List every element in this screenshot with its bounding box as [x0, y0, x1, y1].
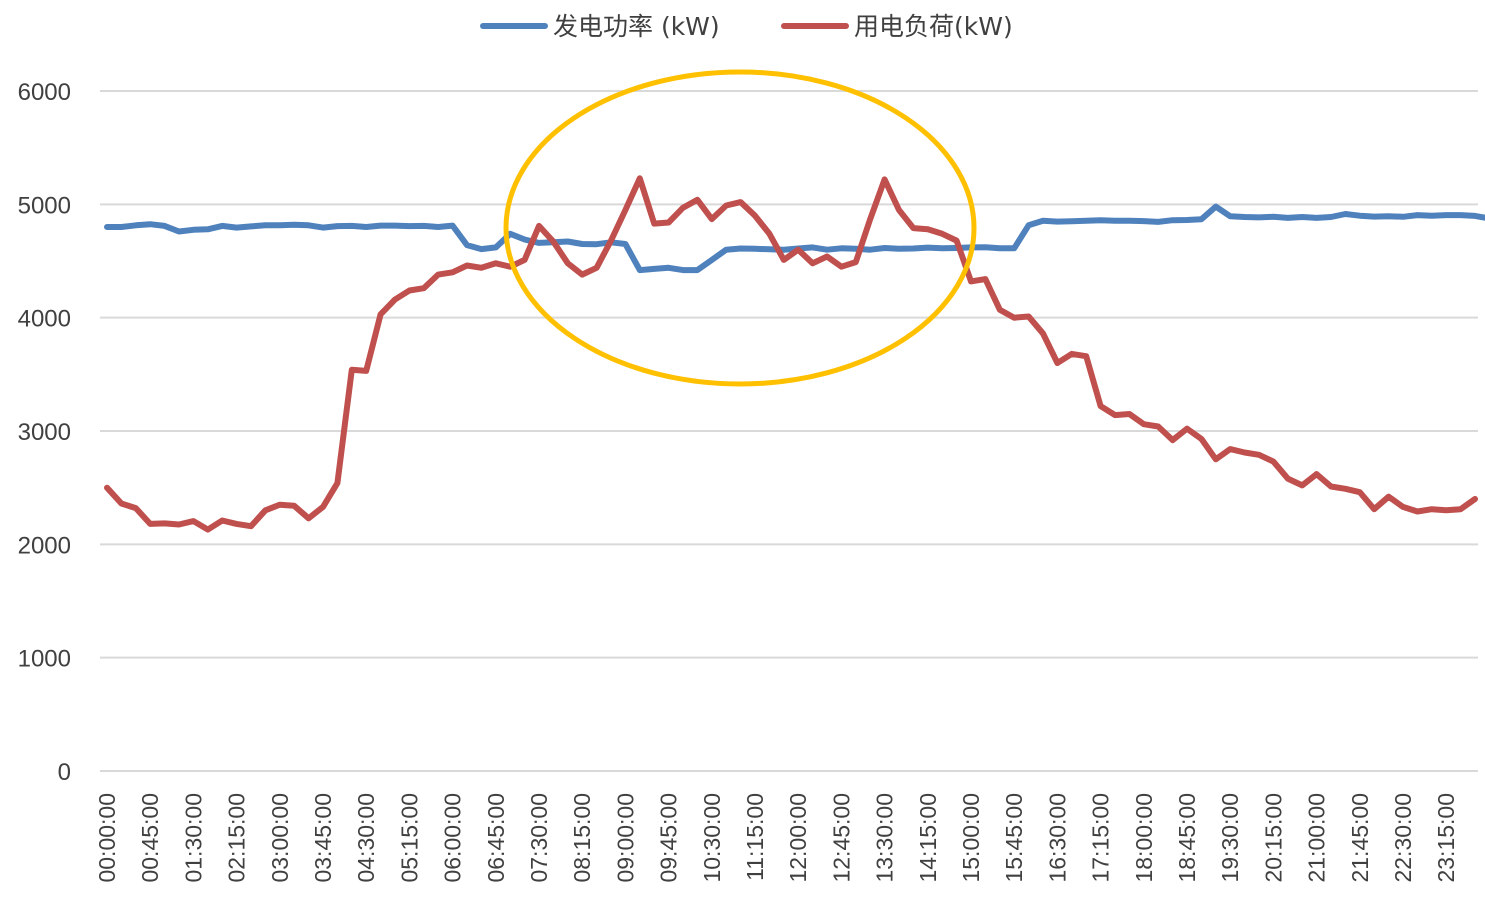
- x-tick-label: 09:45:00: [656, 793, 682, 883]
- gridlines: [100, 90, 1478, 659]
- x-axis-tick-labels: 00:00:00 00:45:00 01:30:00 02:15:00 03:00:00…: [94, 793, 1459, 883]
- y-tick-label-1000: 1000: [18, 646, 71, 673]
- y-tick-label-0: 0: [58, 759, 71, 786]
- legend-item-generation: 发电功率 (kW): [480, 12, 720, 41]
- y-tick-label-4000: 4000: [18, 306, 71, 333]
- x-tick-label: 09:00:00: [612, 793, 638, 883]
- x-tick-label: 18:00:00: [1131, 793, 1157, 883]
- x-tick-label: 00:00:00: [94, 793, 120, 883]
- x-tick-label: 21:45:00: [1347, 793, 1373, 883]
- x-tick-label: 21:00:00: [1304, 793, 1330, 883]
- x-tick-label: 02:15:00: [224, 793, 250, 883]
- series-line-load: [104, 175, 1478, 533]
- x-tick-label: 00:45:00: [137, 793, 163, 883]
- annotation-layer: [503, 69, 977, 387]
- x-tick-label: 18:45:00: [1174, 793, 1200, 883]
- highlight-ellipse: [503, 69, 977, 387]
- x-tick-label: 12:00:00: [785, 793, 811, 883]
- x-tick-label: 15:45:00: [1001, 793, 1027, 883]
- x-tick-label: 10:30:00: [699, 793, 725, 883]
- x-tick-label: 12:45:00: [828, 793, 854, 883]
- x-tick-label: 05:15:00: [396, 793, 422, 883]
- x-tick-label: 06:45:00: [483, 793, 509, 883]
- y-tick-label-2000: 2000: [18, 532, 71, 559]
- legend-label-load: 用电负荷(kW): [854, 12, 1013, 41]
- series-lines: [104, 175, 1485, 533]
- x-tick-label: 13:30:00: [872, 793, 898, 883]
- y-axis-tick-labels: 0 1000 2000 3000 4000 5000 6000: [18, 79, 71, 786]
- x-tick-label: 20:15:00: [1260, 793, 1286, 883]
- y-tick-label-6000: 6000: [18, 79, 71, 106]
- x-tick-label: 23:15:00: [1433, 793, 1459, 883]
- x-tick-label: 17:15:00: [1088, 793, 1114, 883]
- y-tick-label-3000: 3000: [18, 419, 71, 446]
- legend: 发电功率 (kW) 用电负荷(kW): [480, 12, 1013, 41]
- x-tick-label: 15:00:00: [958, 793, 984, 883]
- x-tick-label: 14:15:00: [915, 793, 941, 883]
- x-tick-label: 04:30:00: [353, 793, 379, 883]
- y-tick-label-5000: 5000: [18, 192, 71, 219]
- x-tick-label: 19:30:00: [1217, 793, 1243, 883]
- legend-item-load: 用电负荷(kW): [781, 12, 1013, 41]
- x-tick-label: 07:30:00: [526, 793, 552, 883]
- x-tick-label: 08:15:00: [569, 793, 595, 883]
- x-tick-label: 01:30:00: [180, 793, 206, 883]
- series-line-generation: [104, 203, 1485, 274]
- x-tick-label: 03:45:00: [310, 793, 336, 883]
- legend-label-generation: 发电功率 (kW): [553, 12, 720, 41]
- x-tick-label: 16:30:00: [1044, 793, 1070, 883]
- x-tick-label: 11:15:00: [742, 793, 768, 881]
- x-tick-label: 22:30:00: [1390, 793, 1416, 883]
- x-tick-label: 03:00:00: [267, 793, 293, 883]
- x-tick-label: 06:00:00: [440, 793, 466, 883]
